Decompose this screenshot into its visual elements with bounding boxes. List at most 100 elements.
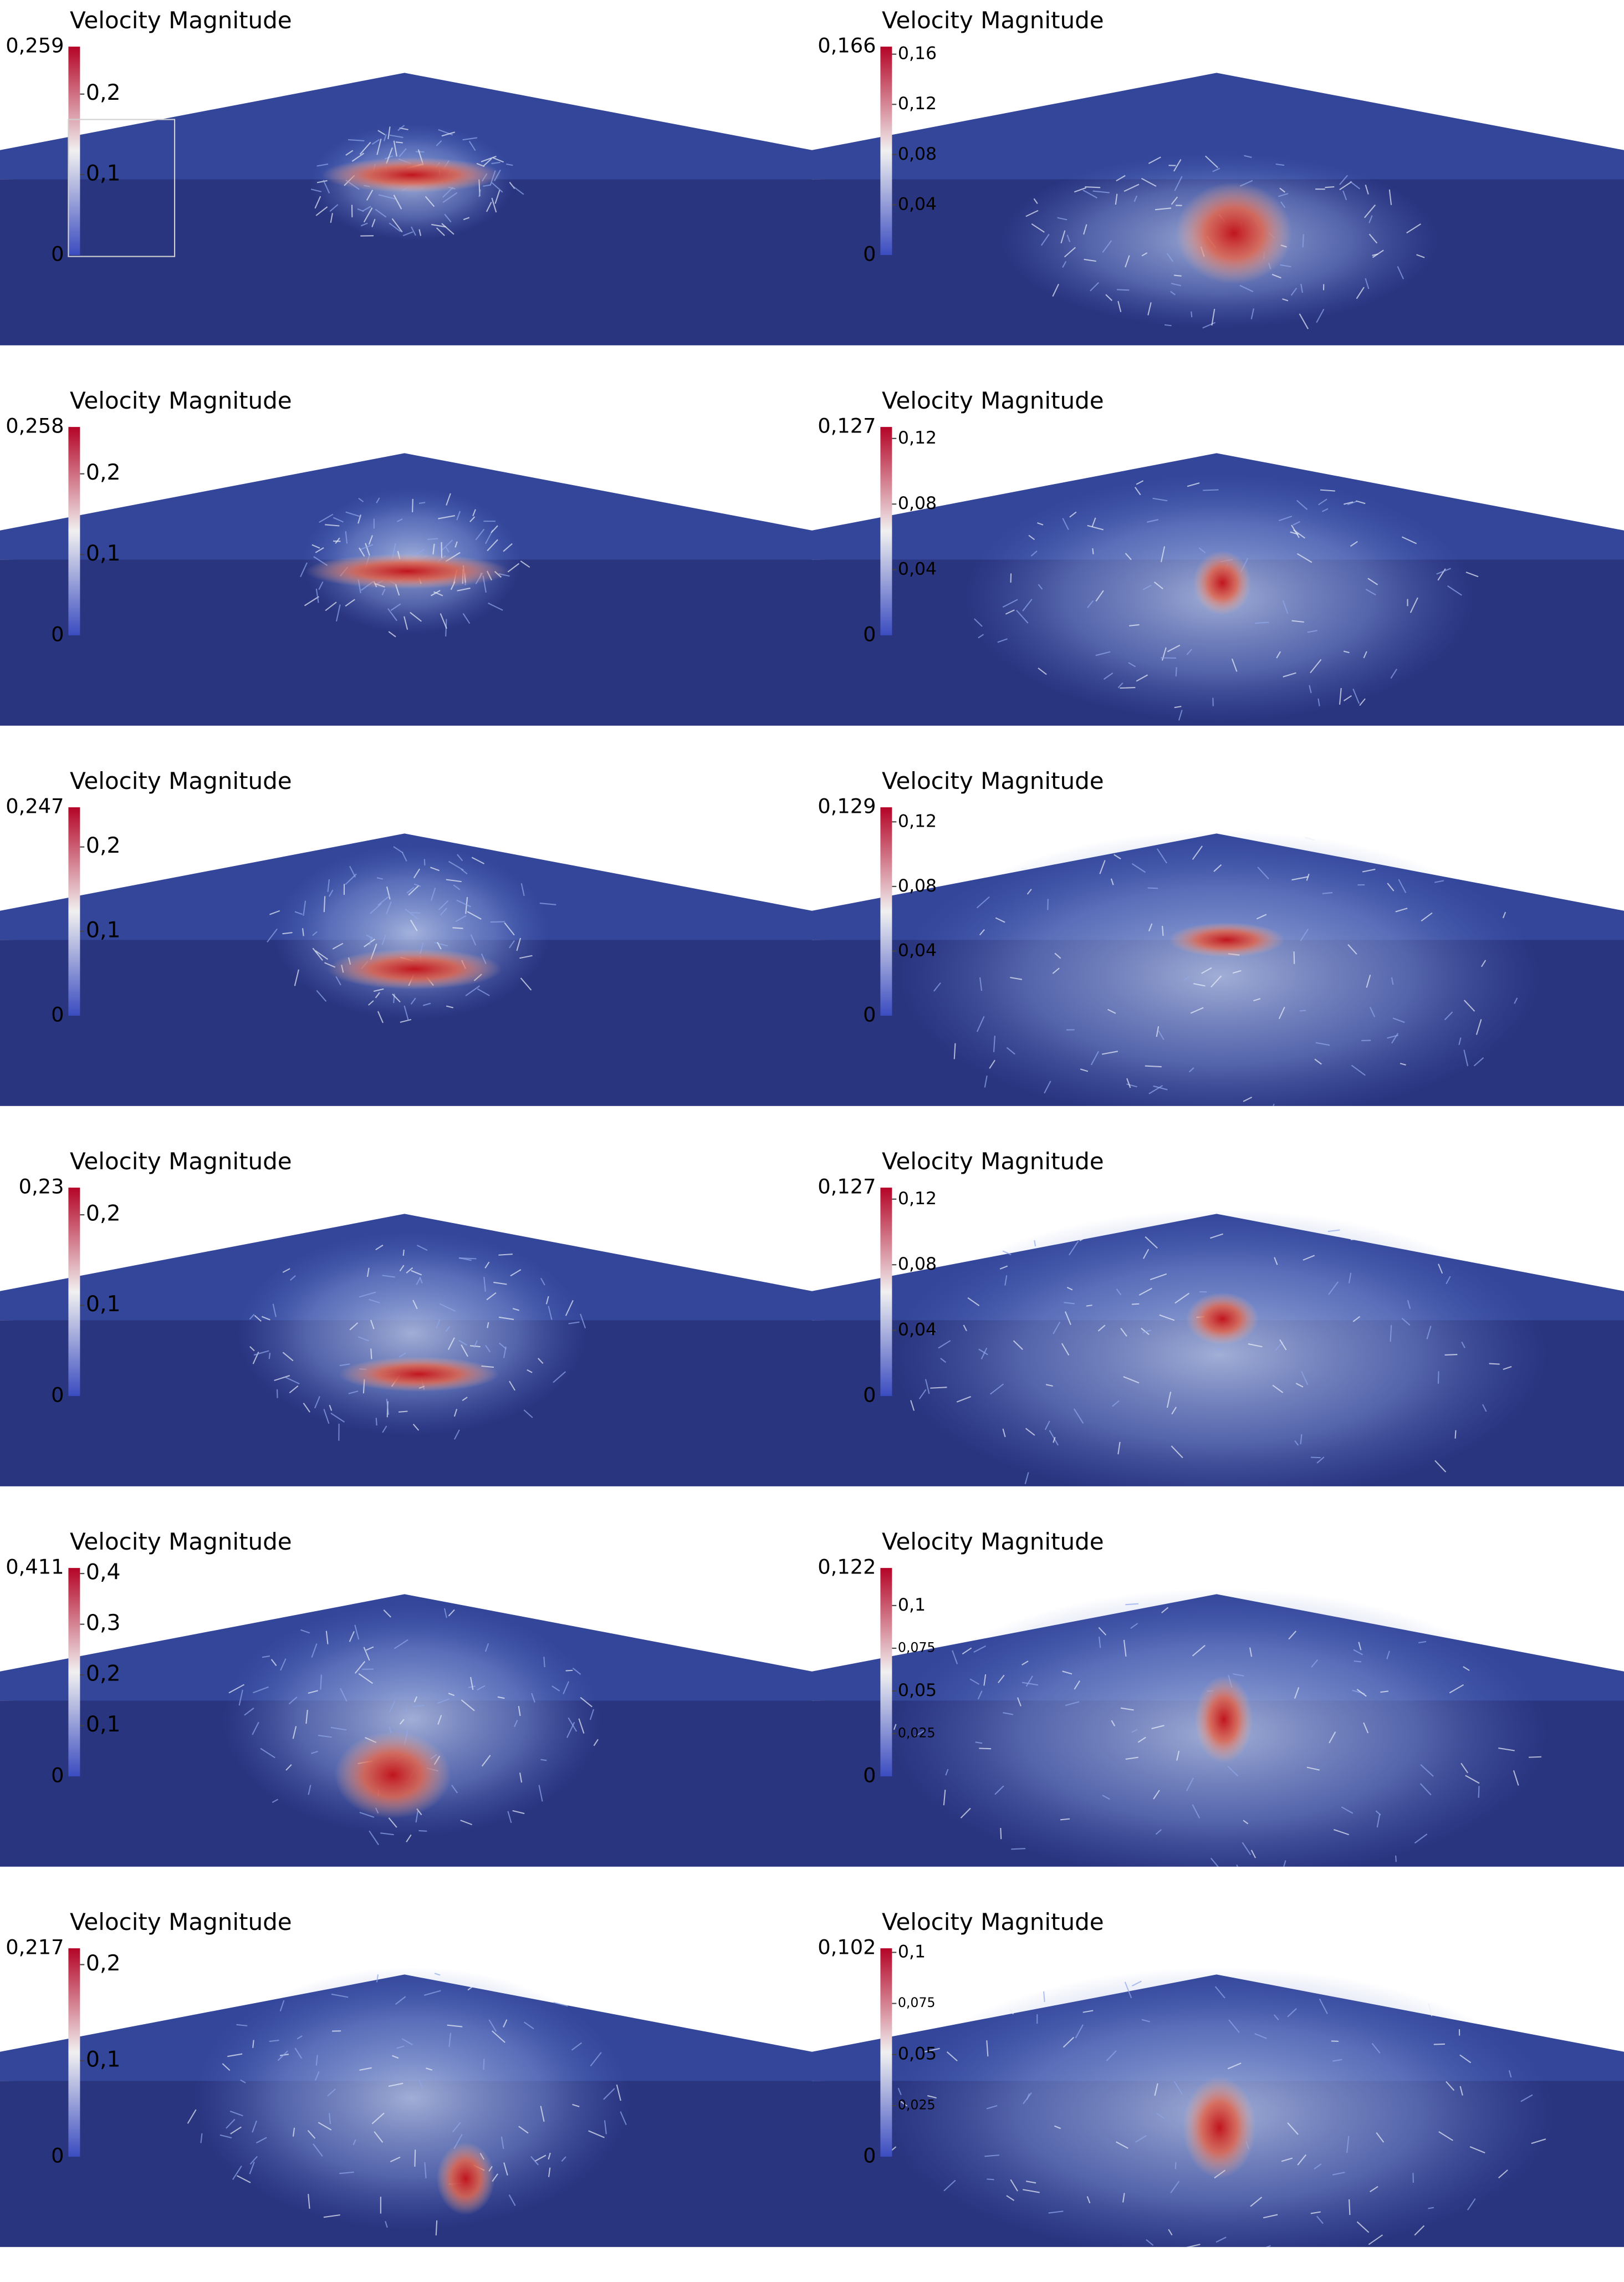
- streak: [897, 2087, 902, 2095]
- streak: [378, 194, 396, 200]
- flow-glow: [222, 1603, 601, 1836]
- streak: [1126, 1078, 1131, 1088]
- streak: [1446, 1276, 1451, 1285]
- streak: [371, 2112, 385, 2125]
- streak: [1350, 181, 1361, 190]
- streak: [1290, 287, 1298, 296]
- streak: [261, 1316, 270, 1321]
- streak: [413, 1696, 417, 1703]
- streak: [1303, 1255, 1315, 1261]
- streak: [445, 547, 450, 553]
- streak: [1356, 1689, 1367, 1697]
- streak: [1145, 1236, 1158, 1249]
- streak: [1141, 252, 1148, 257]
- streak: [375, 1244, 384, 1251]
- streak: [491, 197, 497, 213]
- streak: [230, 2126, 242, 2135]
- streak: [572, 1667, 581, 1675]
- streak: [1162, 925, 1164, 936]
- streak: [399, 148, 407, 157]
- streak: [1117, 1441, 1121, 1455]
- streak: [1156, 848, 1167, 864]
- streak: [494, 190, 501, 204]
- streak: [441, 539, 453, 551]
- streak: [1097, 1325, 1106, 1332]
- streak: [1131, 1980, 1142, 1987]
- streak: [1434, 1460, 1447, 1473]
- streak: [345, 511, 361, 518]
- streak: [1123, 184, 1140, 192]
- streak: [1048, 2210, 1064, 2214]
- streak: [516, 938, 522, 951]
- streak: [503, 1346, 507, 1358]
- streak: [1160, 546, 1166, 562]
- streak: [974, 618, 983, 627]
- colorbar-min-label: 0: [51, 1002, 64, 1026]
- bottom-margin: [812, 1486, 1624, 1521]
- streak: [1250, 308, 1254, 319]
- bottom-margin: [0, 1486, 812, 1521]
- streak: [531, 1693, 535, 1703]
- streak: [537, 1358, 544, 1364]
- streak: [457, 854, 463, 862]
- colorbar-tick-label: 0,08: [898, 876, 937, 896]
- streak: [329, 204, 339, 212]
- streak: [1205, 155, 1218, 169]
- streak: [385, 2221, 388, 2228]
- streak: [376, 1974, 379, 1983]
- streak: [1211, 975, 1222, 988]
- streak: [359, 1291, 376, 1298]
- colorbar-min-label: 0: [51, 622, 64, 646]
- streak: [267, 928, 278, 943]
- streak: [1376, 2132, 1385, 2143]
- streak: [277, 2050, 288, 2061]
- streak: [565, 1669, 573, 1672]
- streak: [1153, 1790, 1160, 1800]
- streak: [1099, 860, 1106, 874]
- streak: [1022, 599, 1033, 612]
- streak: [924, 2047, 940, 2052]
- bottom-margin: [0, 725, 812, 761]
- streak: [448, 860, 464, 871]
- streak: [1191, 311, 1193, 318]
- streak: [377, 1011, 384, 1023]
- streak: [1105, 294, 1113, 301]
- streak: [412, 1300, 418, 1310]
- streak: [1420, 1764, 1434, 1777]
- streak: [438, 900, 449, 910]
- streak: [447, 1337, 455, 1350]
- streak: [1341, 1806, 1354, 1814]
- streak: [396, 518, 403, 522]
- streak: [369, 1298, 380, 1303]
- streak: [446, 879, 462, 883]
- streak: [323, 896, 326, 913]
- colorbar-tick-label: 0,04: [898, 194, 937, 214]
- streak: [478, 189, 481, 197]
- streak: [1122, 2193, 1125, 2203]
- streak: [472, 509, 476, 517]
- streak: [561, 2156, 566, 2162]
- streak: [328, 889, 334, 897]
- streak: [1146, 519, 1159, 523]
- streak: [256, 2137, 267, 2144]
- streak: [1489, 1363, 1500, 1365]
- streak: [311, 1643, 318, 1658]
- streak: [375, 208, 387, 218]
- streak: [389, 222, 401, 232]
- streak: [980, 1347, 988, 1359]
- streak: [1342, 190, 1347, 201]
- streak: [1153, 1085, 1168, 1091]
- streak: [1064, 1311, 1071, 1325]
- streak: [1152, 497, 1168, 502]
- streak: [477, 1685, 486, 1691]
- streak: [1173, 274, 1182, 277]
- streak: [1060, 230, 1066, 243]
- streak: [269, 910, 280, 915]
- streak: [1137, 1736, 1146, 1743]
- legend-title: Velocity Magnitude: [882, 387, 1104, 414]
- streak: [1030, 551, 1038, 557]
- streak: [416, 1245, 428, 1251]
- streak: [1414, 1833, 1428, 1844]
- streak: [1125, 553, 1132, 561]
- streak: [1091, 517, 1096, 528]
